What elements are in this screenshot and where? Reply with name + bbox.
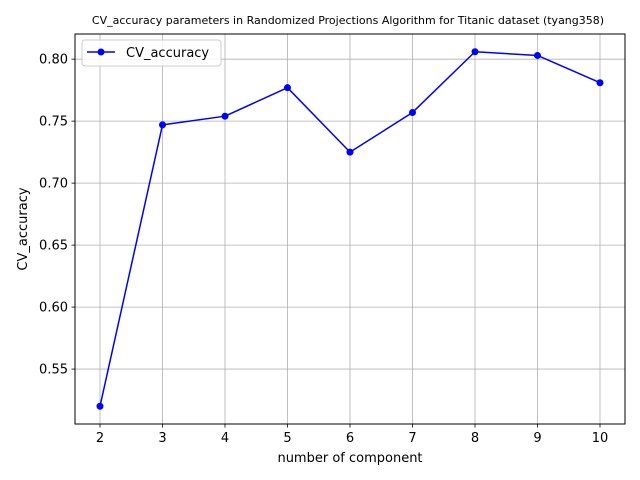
x-tick-label: 6 <box>346 431 354 446</box>
x-tick-label: 3 <box>158 431 166 446</box>
data-point <box>409 108 416 116</box>
y-tick-label: 0.60 <box>39 301 68 316</box>
x-tick-label: 5 <box>283 431 291 446</box>
x-tick-label: 9 <box>533 431 541 446</box>
data-point <box>471 48 479 56</box>
x-tick-label: 8 <box>471 431 479 446</box>
data-point <box>596 79 604 87</box>
series-layer <box>96 48 604 410</box>
data-point <box>96 402 104 410</box>
data-point <box>221 112 229 120</box>
legend-series-label: CV_accuracy <box>126 46 209 61</box>
y-tick-label: 0.65 <box>39 239 68 254</box>
legend-series-marker <box>97 48 105 56</box>
y-axis-label: CV_accuracy <box>16 187 31 270</box>
x-tick-label: 4 <box>221 431 229 446</box>
axis-ticks: 2 3 4 5 6 7 8 9 10 0.55 0.60 0.65 0.70 0.75 0.80 <box>39 53 608 446</box>
chart-title: CV_accuracy parameters in Randomized Pro… <box>92 14 604 27</box>
y-tick-label: 0.55 <box>39 363 68 378</box>
x-tick-label: 2 <box>96 431 104 446</box>
x-axis-label: number of component <box>277 451 422 466</box>
data-point <box>346 148 354 156</box>
legend: CV_accuracy <box>81 39 222 67</box>
data-point <box>284 84 291 92</box>
grid-lines <box>75 34 625 424</box>
x-tick-label: 10 <box>592 431 609 446</box>
x-tick-label: 7 <box>408 431 416 446</box>
legend-box <box>81 39 222 67</box>
data-point <box>534 51 541 59</box>
y-tick-label: 0.80 <box>39 53 68 68</box>
y-tick-label: 0.75 <box>39 115 68 130</box>
y-tick-label: 0.70 <box>39 177 68 192</box>
data-point <box>159 121 166 129</box>
